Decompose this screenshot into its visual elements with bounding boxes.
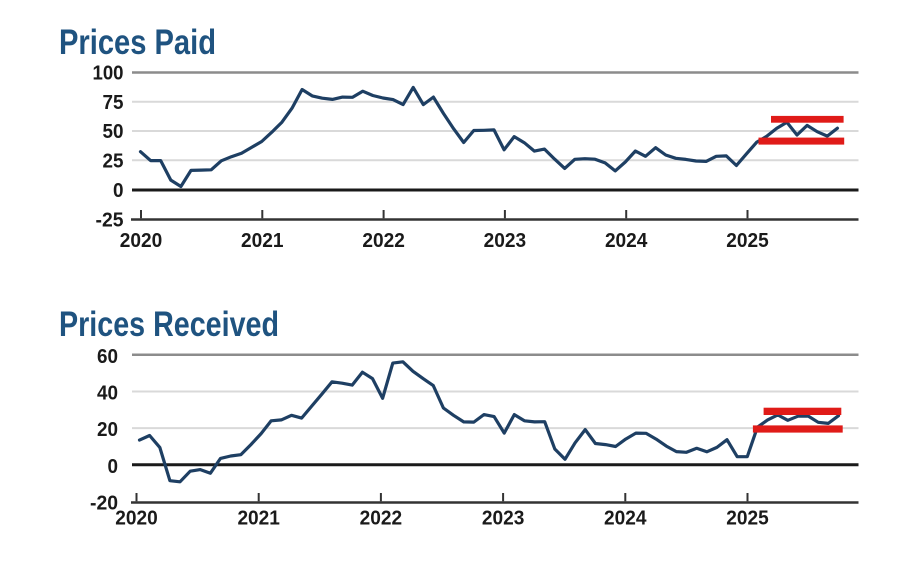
svg-text:2022: 2022 (362, 230, 405, 252)
svg-text:2020: 2020 (120, 230, 163, 252)
svg-text:-20: -20 (90, 493, 118, 515)
svg-text:75: 75 (103, 92, 124, 114)
svg-text:0: 0 (108, 456, 119, 478)
svg-text:0: 0 (113, 180, 124, 202)
svg-text:25: 25 (103, 150, 124, 172)
svg-text:2024: 2024 (605, 230, 648, 252)
svg-text:-25: -25 (96, 210, 124, 232)
svg-text:2023: 2023 (484, 230, 527, 252)
svg-text:20: 20 (97, 419, 118, 441)
svg-text:2024: 2024 (604, 508, 647, 530)
svg-text:2021: 2021 (241, 230, 284, 252)
svg-text:2021: 2021 (237, 508, 280, 530)
svg-text:60: 60 (97, 346, 118, 368)
svg-text:2022: 2022 (360, 508, 403, 530)
svg-text:2025: 2025 (726, 508, 769, 530)
svg-text:2020: 2020 (115, 508, 158, 530)
svg-text:2025: 2025 (726, 230, 769, 252)
svg-text:40: 40 (97, 383, 118, 405)
svg-text:50: 50 (103, 121, 124, 143)
svg-text:Prices Received: Prices Received (59, 304, 279, 344)
svg-text:Prices Paid: Prices Paid (59, 22, 216, 62)
svg-text:2023: 2023 (482, 508, 525, 530)
svg-text:100: 100 (93, 63, 124, 85)
